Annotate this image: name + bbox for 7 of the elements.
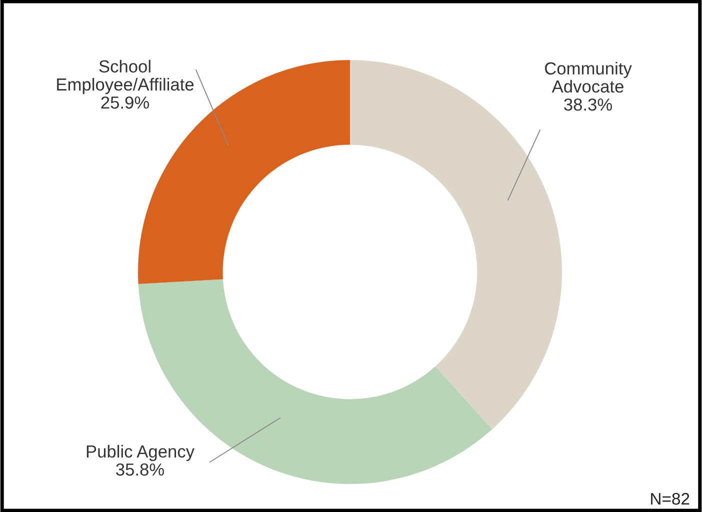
slice-label: Public Agency bbox=[86, 444, 194, 462]
data-label: 38.3% bbox=[564, 98, 612, 111]
data-label: 35.8% bbox=[116, 463, 164, 476]
data-label: 25.9% bbox=[101, 96, 149, 109]
slice-label: School Employee/Affiliate bbox=[57, 60, 194, 94]
slice-label: Community Advocate bbox=[544, 62, 632, 93]
text: N=82 bbox=[651, 492, 690, 505]
